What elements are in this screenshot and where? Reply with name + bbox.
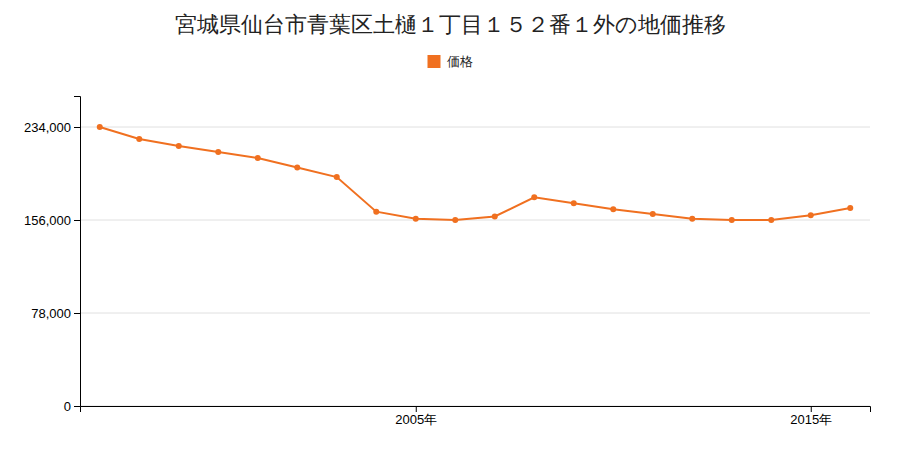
point xyxy=(176,143,182,149)
grid xyxy=(80,127,870,406)
point xyxy=(215,149,221,155)
y-tick-mark xyxy=(74,127,80,128)
y-axis: 0 78,000 156,000 234,000 xyxy=(24,97,81,414)
y-tick: 156,000 xyxy=(24,213,80,228)
point xyxy=(610,206,616,212)
grid-line xyxy=(80,313,870,314)
x-tick-mark xyxy=(811,406,812,412)
point xyxy=(689,216,695,222)
point xyxy=(650,211,656,217)
point xyxy=(413,216,419,222)
point xyxy=(373,209,379,215)
point xyxy=(136,136,142,142)
y-tick: 78,000 xyxy=(31,306,80,321)
title: 宮城県仙台市青葉区土樋１丁目１５２番１外の地価推移 xyxy=(175,12,726,37)
x-tick: 2005年 xyxy=(395,406,437,427)
point xyxy=(294,165,300,171)
legend-swatch xyxy=(428,55,441,68)
y-tick-label: 156,000 xyxy=(24,213,71,228)
y-axis-line xyxy=(74,97,81,407)
x-tick: 2015年 xyxy=(790,406,832,427)
point xyxy=(729,217,735,223)
y-tick: 234,000 xyxy=(24,120,80,135)
point xyxy=(492,213,498,219)
legend-label: 価格 xyxy=(447,54,473,69)
marks xyxy=(97,124,854,223)
x-tick-mark xyxy=(416,406,417,412)
point xyxy=(334,174,340,180)
x-tick-label: 2015年 xyxy=(790,412,832,427)
point xyxy=(571,200,577,206)
line xyxy=(100,127,851,220)
y-tick: 0 xyxy=(64,399,80,414)
plot: 2005年 2015年 0 78,000 156,000 234,000 xyxy=(24,97,871,428)
y-tick-label: 234,000 xyxy=(24,120,71,135)
point xyxy=(768,217,774,223)
point xyxy=(847,205,853,211)
legend-item: 価格 xyxy=(428,54,473,69)
y-tick-label: 0 xyxy=(64,399,71,414)
x-axis: 2005年 2015年 xyxy=(81,406,871,427)
y-tick-mark xyxy=(74,406,80,407)
grid-line xyxy=(80,127,870,128)
y-tick-label: 78,000 xyxy=(31,306,71,321)
point xyxy=(255,155,261,161)
point xyxy=(808,212,814,218)
y-tick-mark xyxy=(74,313,80,314)
x-tick-label: 2005年 xyxy=(395,412,437,427)
legend: 価格 xyxy=(428,54,473,69)
point xyxy=(531,194,537,200)
point xyxy=(97,124,103,130)
point xyxy=(452,217,458,223)
y-tick-mark xyxy=(74,220,80,221)
x-axis-line xyxy=(81,407,871,413)
chart: 2005年 2015年 0 78,000 156,000 234,000 宮城県仙台市青葉区… xyxy=(0,0,900,450)
